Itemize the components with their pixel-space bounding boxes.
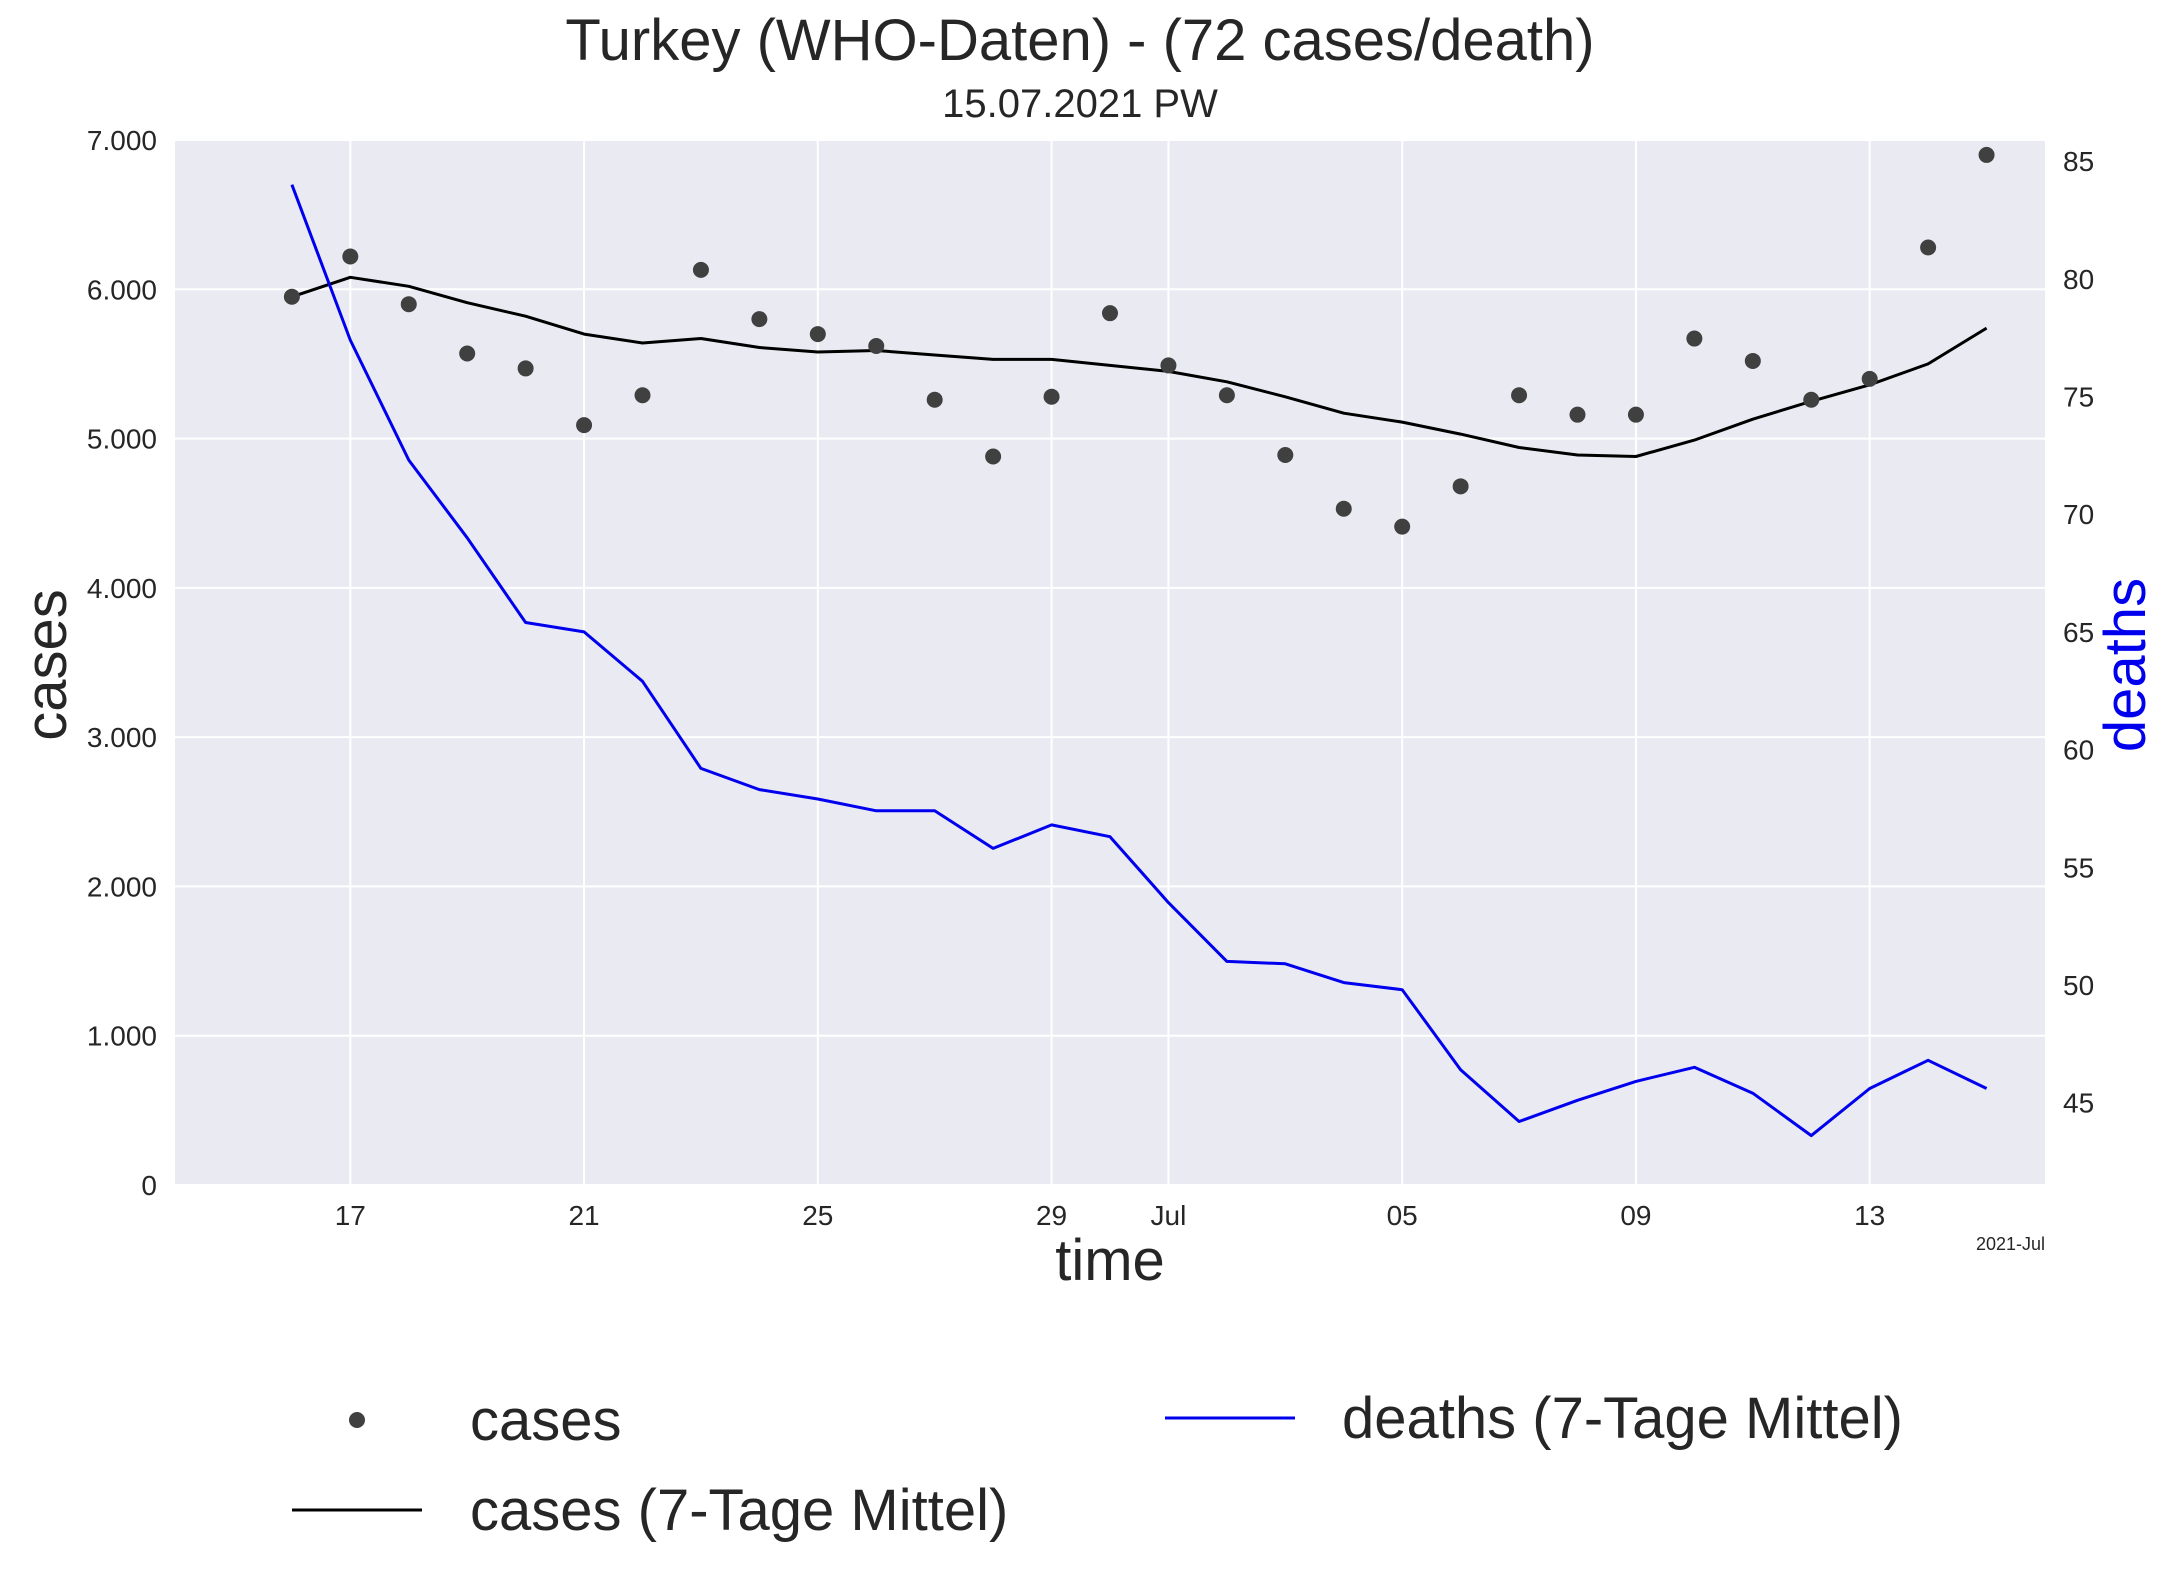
deaths-series — [290, 184, 1988, 1138]
grid-lines — [175, 139, 2045, 1186]
cases-point — [1686, 330, 1703, 347]
cases-point — [1452, 478, 1469, 495]
cases-point — [1803, 391, 1820, 408]
cases-point — [1277, 446, 1294, 463]
x-tick-label: 05 — [1387, 1200, 1418, 1231]
deaths-avg-line — [290, 184, 1988, 1138]
cases-point — [1218, 387, 1235, 404]
y-tick-label-right: 55 — [2063, 852, 2094, 883]
legend: cases cases (7-Tage Mittel) deaths (7-Ta… — [292, 1386, 1903, 1543]
y-tick-label-right: 85 — [2063, 146, 2094, 177]
x-tick-label: 29 — [1036, 1200, 1067, 1231]
x-tick-label: 13 — [1854, 1200, 1885, 1231]
legend-deaths-label: deaths (7-Tage Mittel) — [1342, 1386, 1903, 1451]
cases-point — [926, 391, 943, 408]
legend-cases-label: cases — [470, 1388, 622, 1453]
y-axis-label-right: deaths — [2093, 578, 2158, 752]
plot-background — [175, 140, 2045, 1185]
y-tick-label-left: 7.000 — [87, 125, 157, 156]
cases-point — [1569, 406, 1586, 423]
cases-point — [1043, 388, 1060, 405]
y-tick-label-right: 60 — [2063, 735, 2094, 766]
cases-point — [1920, 239, 1937, 256]
y-tick-label-right: 75 — [2063, 382, 2094, 413]
cases-point — [1394, 518, 1411, 535]
y-tick-label-left: 5.000 — [87, 424, 157, 455]
chart-subtitle: 15.07.2021 PW — [942, 82, 1218, 126]
x-tick-label: Jul — [1151, 1200, 1187, 1231]
y-tick-label-left: 4.000 — [87, 573, 157, 604]
x-tick-label: 17 — [335, 1200, 366, 1231]
cases-point — [1335, 500, 1352, 517]
y-tick-label-right: 70 — [2063, 499, 2094, 530]
cases-point — [868, 338, 885, 355]
x-tick-label: 25 — [802, 1200, 833, 1231]
y-tick-label-right: 65 — [2063, 617, 2094, 648]
y-axis-label-left: cases — [14, 589, 79, 741]
y-tick-label-left: 1.000 — [87, 1021, 157, 1052]
cases-point — [985, 448, 1002, 465]
cases-point — [1861, 370, 1878, 387]
cases-point — [1627, 406, 1644, 423]
y-tick-label-right: 45 — [2063, 1088, 2094, 1119]
y-tick-label-left: 0 — [141, 1170, 157, 1201]
y-tick-label-left: 2.000 — [87, 871, 157, 902]
y-tick-label-left: 6.000 — [87, 274, 157, 305]
cases-point — [809, 326, 826, 343]
cases-point — [1511, 387, 1528, 404]
tick-labels: 17 21 25 29 Jul 05 09 13 0 1.000 2.000 3.000 4.000 5.… — [87, 125, 2094, 1231]
cases-point — [634, 387, 651, 404]
cases-point — [459, 345, 476, 362]
y-tick-label-left: 3.000 — [87, 722, 157, 753]
y-tick-label-right: 80 — [2063, 264, 2094, 295]
x-offset-label: 2021-Jul — [1976, 1234, 2045, 1254]
cases-point — [692, 261, 709, 278]
cases-point — [400, 296, 417, 313]
cases-point — [1102, 305, 1118, 322]
y-tick-label-right: 50 — [2063, 970, 2094, 1001]
cases-point — [1978, 146, 1995, 163]
legend-cases-marker — [349, 1412, 365, 1428]
cases-point — [1160, 357, 1177, 374]
cases-point — [283, 288, 300, 305]
chart-title: Turkey (WHO-Daten) - (72 cases/death) — [565, 8, 1594, 73]
cases-series — [283, 146, 1995, 535]
x-tick-label: 09 — [1620, 1200, 1651, 1231]
cases-avg-series — [291, 275, 1988, 458]
legend-cases-avg-label: cases (7-Tage Mittel) — [470, 1478, 1008, 1543]
x-axis-label: time — [1055, 1228, 1165, 1293]
cases-point — [751, 311, 768, 328]
cases-point — [1744, 352, 1761, 369]
cases-point — [517, 360, 534, 377]
cases-point — [342, 248, 359, 265]
x-tick-label: 21 — [568, 1200, 599, 1231]
cases-point — [576, 417, 593, 434]
cases-avg-line — [291, 275, 1988, 458]
